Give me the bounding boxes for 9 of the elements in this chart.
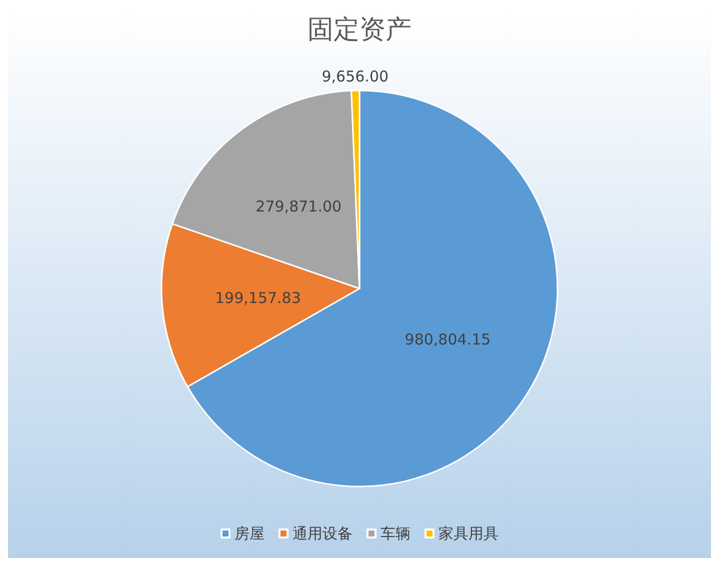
chart-title: 固定资产 [308, 15, 412, 45]
data-label: 279,871.00 [256, 198, 342, 216]
legend-label: 家具用具 [438, 524, 498, 542]
data-label: 9,656.00 [322, 68, 389, 86]
data-label: 199,157.83 [214, 288, 301, 307]
legend-label: 车辆 [380, 524, 410, 542]
legend-label: 房屋 [234, 524, 264, 542]
legend-label: 通用设备 [292, 524, 352, 542]
data-label: 980,804.15 [404, 330, 491, 349]
